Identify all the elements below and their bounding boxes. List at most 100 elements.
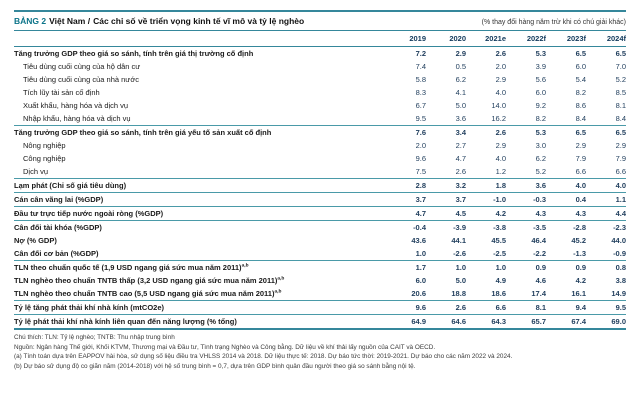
row-label-text: TLN nghèo theo chuẩn TNTB cao (5,5 USD n…	[14, 289, 275, 298]
cell-value: 6.6	[495, 303, 506, 312]
row-label-text: Lạm phát (Chỉ số giá tiêu dùng)	[14, 181, 127, 190]
row-label-text: Tỷ lệ tăng phát thải khí nhà kính (mtCO2…	[14, 303, 165, 312]
row-label-text: Cân đối cơ bản (%GDP)	[14, 249, 99, 258]
table-number: BẢNG 2	[14, 16, 47, 26]
table-row: Tỷ lệ phát thải khí nhà kính liên quan đ…	[14, 315, 626, 328]
column-header: 2020	[449, 34, 466, 43]
cell-value: 17.4	[531, 289, 546, 298]
cell-value: 45.2	[571, 236, 586, 245]
cell-value: 14.9	[611, 289, 626, 298]
cell-value: 67.4	[571, 317, 586, 326]
top-rule	[14, 10, 626, 12]
cell-value: 5.4	[575, 75, 586, 84]
row-label: Tăng trưởng GDP theo giá so sánh, tính t…	[14, 128, 386, 137]
cell-value: 7.9	[615, 154, 626, 163]
cell-value: 2.8	[415, 181, 426, 190]
cell-value: 20.6	[411, 289, 426, 298]
unit-note: (% thay đổi hàng năm trừ khi có chú giải…	[481, 19, 626, 26]
cell-value: 9.2	[535, 101, 546, 110]
row-label-text: Công nghiệp	[23, 154, 66, 163]
cell-value: 2.9	[615, 141, 626, 150]
cell-value: 1.2	[495, 167, 506, 176]
cell-value: 7.9	[575, 154, 586, 163]
cell-value: 5.0	[455, 276, 466, 285]
cell-value: 4.9	[495, 276, 506, 285]
cell-value: 4.0	[495, 154, 506, 163]
cell-value: 1.0	[495, 263, 506, 272]
cell-value: 3.8	[615, 276, 626, 285]
cell-value: 4.6	[535, 276, 546, 285]
row-label-text: Tích lũy tài sản cố định	[23, 88, 100, 97]
table-row: Tiêu dùng cuối cùng của nhà nước 5.8 6.2 2.…	[14, 73, 626, 86]
cell-value: 5.3	[535, 128, 546, 137]
row-label: Tăng trưởng GDP theo giá so sánh, tính t…	[14, 49, 386, 58]
cell-value: 6.5	[575, 128, 586, 137]
cell-value: -0.3	[533, 195, 546, 204]
cell-value: 3.7	[415, 195, 426, 204]
cell-value: 3.6	[535, 181, 546, 190]
column-header: 2021e	[485, 34, 506, 43]
cell-value: 4.0	[575, 181, 586, 190]
cell-value: 0.9	[575, 263, 586, 272]
cell-value: 6.5	[575, 49, 586, 58]
column-header: 2023f	[566, 34, 586, 43]
cell-value: 1.7	[415, 263, 426, 272]
cell-value: 3.4	[455, 128, 466, 137]
row-label: Công nghiệp	[14, 154, 386, 163]
row-label-text: Cán cân vãng lai (%GDP)	[14, 195, 104, 204]
cell-value: 9.5	[415, 114, 426, 123]
row-label: Nhập khẩu, hàng hóa và dịch vụ	[14, 114, 386, 123]
table-row: Tăng trưởng GDP theo giá so sánh, tính t…	[14, 47, 626, 60]
cell-value: 8.2	[535, 114, 546, 123]
cell-value: 8.6	[575, 101, 586, 110]
cell-value: 5.2	[535, 167, 546, 176]
cell-value: 4.3	[535, 209, 546, 218]
row-label: Tiêu dùng cuối cùng của hộ dân cư	[14, 62, 386, 71]
footnote-b: (b) Dự báo sử dụng độ co giãn năm (2014-…	[14, 362, 416, 370]
cell-value: 4.2	[495, 209, 506, 218]
row-label: Cân đối cơ bản (%GDP)	[14, 249, 386, 258]
cell-value: 3.2	[455, 181, 466, 190]
cell-value: 1.1	[615, 195, 626, 204]
row-label-text: TLN nghèo theo chuẩn TNTB thấp (3,2 USD …	[14, 276, 278, 285]
row-label-text: TLN theo chuẩn quốc tế (1,9 USD ngang gi…	[14, 263, 242, 272]
cell-value: 6.5	[615, 128, 626, 137]
row-label: Tiêu dùng cuối cùng của nhà nước	[14, 75, 386, 84]
cell-value: 0.8	[615, 263, 626, 272]
cell-value: 2.6	[495, 128, 506, 137]
cell-value: -3.5	[533, 223, 546, 232]
row-label-text: Tỷ lệ phát thải khí nhà kính liên quan đ…	[14, 317, 237, 326]
row-label: Dịch vụ	[14, 167, 386, 176]
cell-value: 64.3	[491, 317, 506, 326]
cell-value: 64.6	[451, 317, 466, 326]
table-footnotes: Chú thích: TLN: Tỷ lệ nghèo; TNTB: Thu n…	[14, 330, 626, 371]
cell-value: 2.0	[415, 141, 426, 150]
cell-value: -0.9	[613, 249, 626, 258]
cell-value: 44.0	[611, 236, 626, 245]
cell-value: 46.4	[531, 236, 546, 245]
row-label-text: Dịch vụ	[23, 167, 49, 176]
cell-value: 9.6	[415, 154, 426, 163]
cell-value: 5.2	[615, 75, 626, 84]
cell-value: 4.1	[455, 88, 466, 97]
cell-value: 2.6	[455, 167, 466, 176]
table-row: Cán cân vãng lai (%GDP) 3.7 3.7 -1.0 -0.3 0.4…	[14, 193, 626, 207]
cell-value: 7.0	[615, 62, 626, 71]
cell-value: 43.6	[411, 236, 426, 245]
cell-value: -2.2	[533, 249, 546, 258]
row-label: Đầu tư trực tiếp nước ngoài ròng (%GDP)	[14, 209, 386, 218]
row-label: Xuất khẩu, hàng hóa và dịch vụ	[14, 101, 386, 110]
cell-value: 0.4	[575, 195, 586, 204]
row-label-text: Nợ (% GDP)	[14, 236, 57, 245]
cell-value: 7.5	[415, 167, 426, 176]
cell-value: 6.5	[615, 49, 626, 58]
table-title-group: BẢNG 2 Việt Nam / Các chỉ số về triển vọng…	[14, 16, 304, 26]
row-label-text: Tiêu dùng cuối cùng của nhà nước	[23, 75, 139, 84]
cell-value: 18.6	[491, 289, 506, 298]
footnote-legend: Chú thích: TLN: Tỷ lệ nghèo; TNTB: Thu n…	[14, 334, 175, 341]
cell-value: 45.5	[491, 236, 506, 245]
cell-value: 3.6	[455, 114, 466, 123]
cell-value: 44.1	[451, 236, 466, 245]
cell-value: 6.2	[455, 75, 466, 84]
cell-value: 3.7	[455, 195, 466, 204]
